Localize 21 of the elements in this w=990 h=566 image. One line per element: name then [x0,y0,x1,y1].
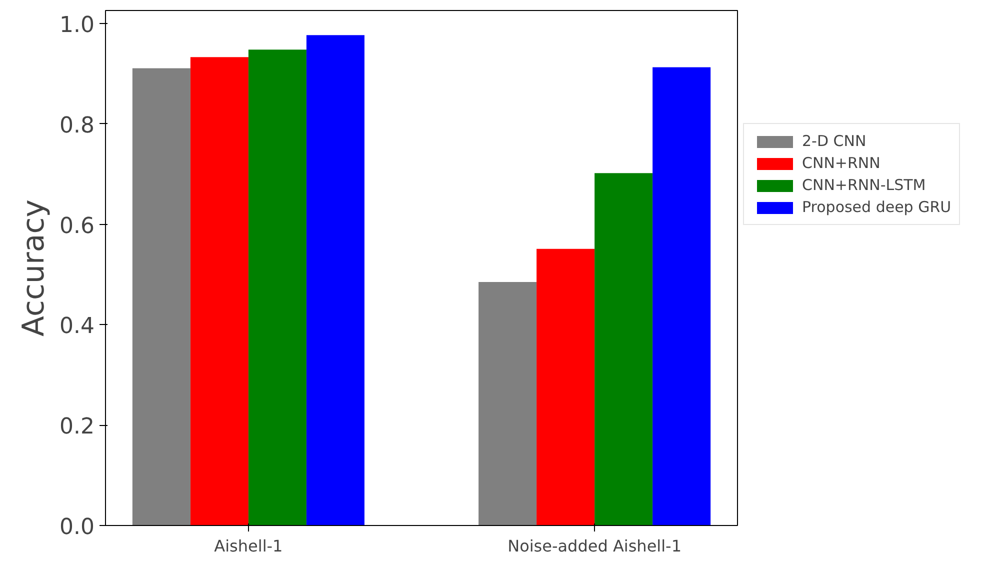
legend-label: CNN+RNN-LSTM [802,176,926,194]
legend-label: CNN+RNN [802,154,880,172]
bar [132,68,190,526]
bar [536,248,595,526]
bar [190,57,248,526]
bar [478,282,537,526]
y-tick-label: 0.8 [60,113,95,138]
bar [306,35,364,526]
legend-label: 2-D CNN [802,132,866,150]
x-tick-label: Noise-added Aishell-1 [508,536,682,556]
x-tick-label: Aishell-1 [214,536,283,556]
y-tick-label: 0.4 [60,314,95,340]
y-axis-title: Accuracy [16,200,52,336]
y-tick-label: 0.6 [60,214,95,239]
bar [594,173,653,526]
y-tick-label: 1.0 [60,13,95,38]
y-tick-label: 0.0 [60,515,95,540]
bar [652,67,711,526]
bar [248,50,306,526]
y-tick-label: 0.2 [60,414,95,440]
legend-label: Proposed deep GRU [802,198,952,216]
